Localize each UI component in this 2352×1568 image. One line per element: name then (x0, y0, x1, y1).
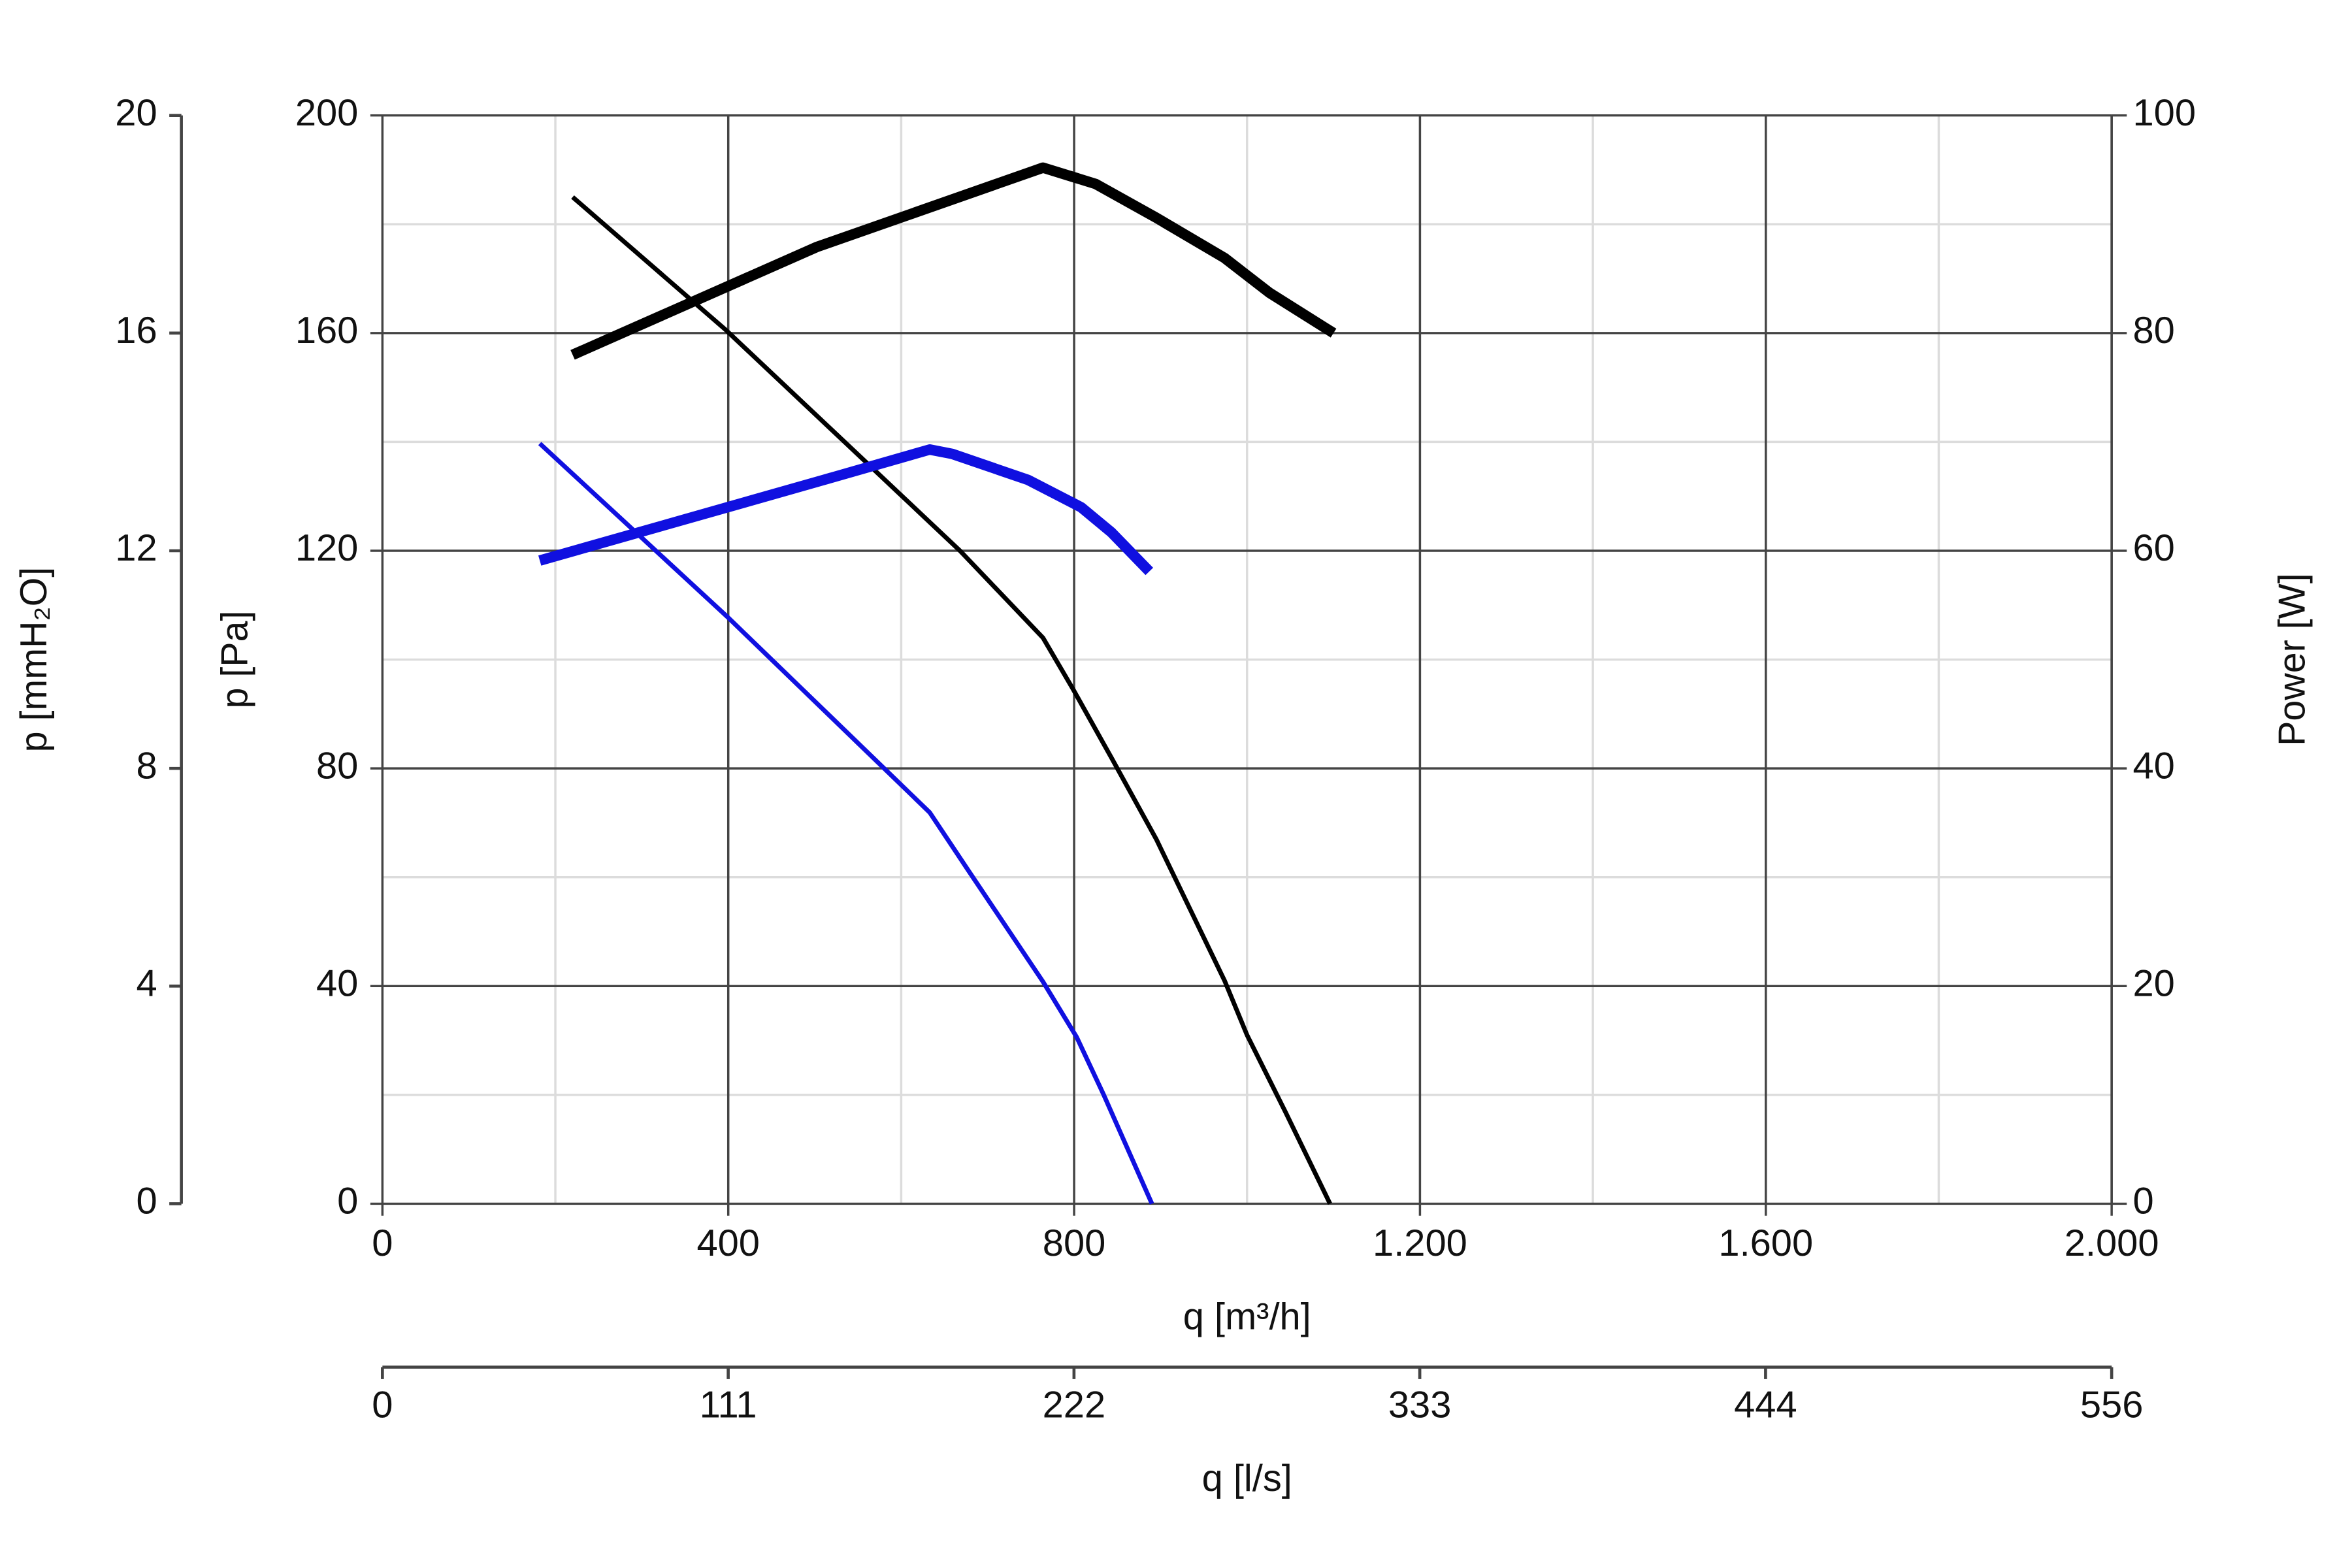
curve (570, 162, 1337, 360)
y2-tick-label: 0 (2133, 1181, 2154, 1222)
x-tick-label: 400 (696, 1222, 759, 1264)
x2-tick-label: 222 (1043, 1384, 1105, 1426)
x-tick-label: 2.000 (2065, 1222, 2159, 1264)
y3-tick-label: 8 (136, 745, 157, 787)
y3-tick-label: 16 (115, 310, 157, 351)
y3-tick-label: 0 (136, 1181, 157, 1222)
y-tick-label: 120 (295, 527, 358, 569)
x-tick-label: 0 (372, 1222, 393, 1264)
y2-tick-label: 80 (2133, 310, 2175, 351)
curve (538, 444, 1154, 576)
y-axis-title: p [Pa] (214, 611, 255, 709)
x-tick-label: 1.200 (1373, 1222, 1467, 1264)
y3-tick-label: 20 (115, 92, 157, 134)
y3-axis-title: p [mmH₂O] (13, 567, 55, 753)
x2-tick-label: 333 (1388, 1384, 1451, 1426)
y3-tick-label: 4 (136, 963, 157, 1005)
x2-axis-title: q [l/s] (1202, 1458, 1292, 1499)
y3-tick-label: 12 (115, 527, 157, 569)
y2-tick-label: 100 (2133, 92, 2196, 134)
y2-tick-label: 40 (2133, 745, 2175, 787)
x2-tick-label: 556 (2080, 1384, 2143, 1426)
curve (538, 442, 1154, 1205)
x2-tick-label: 0 (372, 1384, 393, 1426)
y-tick-label: 200 (295, 92, 358, 134)
y2-axis-title: Power [W] (2271, 573, 2313, 746)
x2-tick-label: 444 (1734, 1384, 1797, 1426)
x-tick-label: 800 (1043, 1222, 1105, 1264)
y2-tick-label: 20 (2133, 963, 2175, 1005)
y-tick-label: 40 (316, 963, 358, 1005)
x-tick-label: 1.600 (1718, 1222, 1813, 1264)
y-tick-label: 80 (316, 745, 358, 787)
x-axis-title: q [m³/h] (1183, 1296, 1311, 1337)
y-tick-label: 0 (337, 1181, 358, 1222)
curve (571, 195, 1332, 1205)
y-tick-label: 160 (295, 310, 358, 351)
y2-tick-label: 60 (2133, 527, 2175, 569)
x2-tick-label: 111 (700, 1384, 757, 1426)
